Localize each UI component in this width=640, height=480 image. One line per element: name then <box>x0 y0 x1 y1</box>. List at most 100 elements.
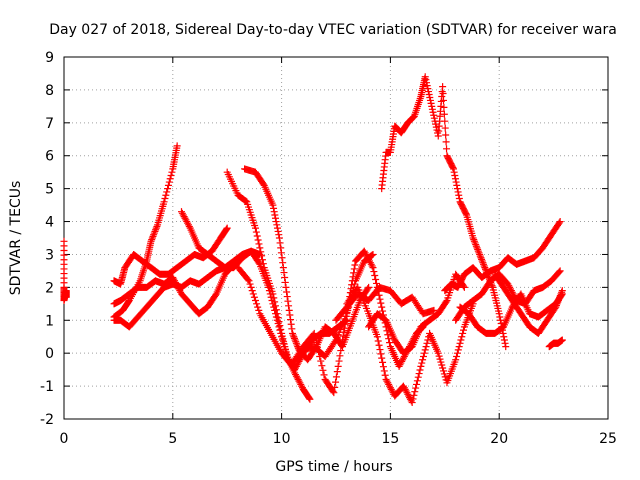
data-point <box>291 336 299 344</box>
data-point <box>306 395 314 403</box>
data-point <box>453 181 461 189</box>
data-point <box>254 303 262 311</box>
data-point <box>418 359 426 367</box>
data-point <box>558 288 566 296</box>
data-point <box>253 232 261 240</box>
data-point <box>348 281 356 289</box>
data-point <box>330 389 338 397</box>
data-point <box>248 287 256 295</box>
data-point <box>479 259 487 267</box>
data-point <box>455 195 463 203</box>
data-point <box>292 339 300 347</box>
data-point <box>374 337 382 345</box>
data-series <box>110 142 181 321</box>
data-point <box>274 227 282 235</box>
data-point <box>422 76 430 84</box>
plot-frame <box>63 56 609 420</box>
data-point <box>164 185 172 193</box>
data-point <box>255 306 263 314</box>
data-point <box>281 278 289 286</box>
data-point <box>280 269 288 277</box>
data-point <box>319 366 327 374</box>
data-point <box>273 224 281 232</box>
data-series <box>545 336 566 351</box>
data-point <box>292 338 300 346</box>
data-point <box>500 336 508 344</box>
x-tick-label: 5 <box>168 431 177 447</box>
data-point <box>311 334 319 342</box>
data-point <box>372 275 380 283</box>
data-point <box>377 350 385 358</box>
data-point <box>331 383 339 391</box>
data-point <box>274 314 282 322</box>
data-point <box>460 283 468 291</box>
data-point <box>312 339 320 347</box>
data-point <box>277 244 285 252</box>
data-point <box>256 244 264 252</box>
data-point <box>340 328 348 336</box>
y-tick-label: 3 <box>45 247 54 263</box>
data-point <box>148 236 156 244</box>
data-point <box>271 298 279 306</box>
data-point <box>424 85 432 93</box>
data-point <box>475 249 483 257</box>
data-point <box>502 343 510 351</box>
data-point <box>283 293 291 301</box>
y-tick-label: -1 <box>40 379 54 395</box>
data-point <box>165 178 173 186</box>
data-point <box>273 310 281 318</box>
x-tick-label: 10 <box>273 431 291 447</box>
data-point <box>320 371 328 379</box>
data-point <box>335 357 343 365</box>
data-point <box>333 368 341 376</box>
data-point <box>424 88 432 96</box>
data-point <box>436 355 444 363</box>
data-point <box>411 388 419 396</box>
data-point <box>342 316 350 324</box>
data-point <box>258 252 266 260</box>
data-point <box>255 259 263 267</box>
data-point <box>553 300 561 308</box>
x-tick-label: 25 <box>599 431 617 447</box>
data-point <box>455 191 463 199</box>
data-point <box>441 117 449 125</box>
data-point <box>223 224 231 232</box>
data-point <box>421 346 429 354</box>
data-series <box>110 260 238 318</box>
y-axis-label: SDTVAR / TECUs <box>8 181 24 296</box>
data-point <box>442 138 450 146</box>
data-point <box>153 222 161 230</box>
data-point <box>277 325 285 333</box>
data-point <box>458 333 466 341</box>
data-point <box>386 339 394 347</box>
data-point <box>258 256 266 264</box>
data-point <box>430 114 438 122</box>
data-point <box>223 225 231 233</box>
data-point <box>555 295 563 303</box>
data-point <box>160 198 168 206</box>
data-point <box>377 299 385 307</box>
data-point <box>385 335 393 343</box>
data-point <box>555 219 563 227</box>
data-point <box>439 96 447 104</box>
data-point <box>441 373 449 381</box>
data-point <box>370 268 378 276</box>
data-point <box>275 234 283 242</box>
data-point <box>334 362 342 370</box>
chart-title: Day 027 of 2018, Sidereal Day-to-day VTE… <box>49 22 617 38</box>
data-point <box>379 307 387 315</box>
data-point <box>287 316 295 324</box>
data-point <box>438 361 446 369</box>
y-tick-label: 7 <box>45 116 54 132</box>
data-point <box>255 240 263 248</box>
data-point <box>285 302 293 310</box>
data-point <box>455 343 463 351</box>
data-point <box>413 377 421 385</box>
data-point <box>168 168 176 176</box>
data-point <box>379 358 387 366</box>
data-point <box>416 366 424 374</box>
data-point <box>428 105 436 113</box>
data-point <box>310 329 318 337</box>
data-point <box>348 277 356 285</box>
data-point <box>173 142 181 150</box>
